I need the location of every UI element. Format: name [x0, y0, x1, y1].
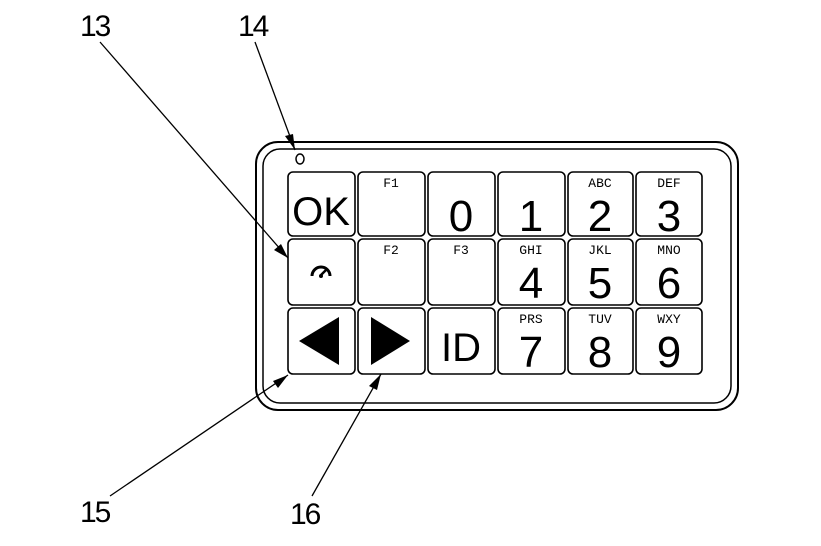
key-6-digit: 6	[657, 259, 681, 308]
arrow-left-icon	[299, 317, 339, 365]
f2-key-label: F2	[383, 243, 399, 258]
callout-13-label: 13	[80, 10, 111, 43]
callout-16-leader	[311, 373, 382, 497]
led-indicator	[295, 153, 305, 165]
left-arrow-key[interactable]	[287, 307, 356, 375]
id-key-label: ID	[441, 326, 481, 370]
keypad-housing-inner	[262, 148, 732, 404]
callout-14-label: 14	[238, 10, 269, 43]
key-9-digit: 9	[657, 328, 681, 377]
callout-16-arrowhead	[369, 374, 381, 390]
gauge-key[interactable]	[287, 238, 356, 306]
ok-key-label: OK	[292, 190, 350, 234]
key-9[interactable]: WXY 9	[635, 307, 703, 377]
right-arrow-key[interactable]	[357, 307, 426, 375]
key-5-letters: JKL	[588, 243, 611, 258]
callout-13-leader	[99, 41, 289, 259]
f1-key[interactable]: F1	[357, 171, 426, 237]
key-4-letters: GHI	[519, 243, 542, 258]
key-3-letters: DEF	[657, 176, 680, 191]
key-7[interactable]: PRS 7	[497, 307, 566, 377]
key-0[interactable]: 0	[427, 171, 496, 241]
id-key[interactable]: ID	[427, 307, 496, 375]
callout-15-leader	[109, 374, 289, 497]
gauge-icon	[310, 265, 332, 278]
ok-key[interactable]: OK	[287, 171, 356, 237]
callout-16-label: 16	[290, 498, 321, 531]
callout-15-arrowhead	[273, 375, 288, 388]
key-1[interactable]: 1	[497, 171, 566, 241]
key-9-letters: WXY	[657, 312, 681, 327]
key-1-digit: 1	[519, 192, 543, 241]
keypad-housing-outer	[255, 141, 739, 411]
f3-key[interactable]: F3	[427, 238, 496, 306]
key-8[interactable]: TUV 8	[567, 307, 634, 377]
key-0-digit: 0	[449, 192, 473, 241]
key-6[interactable]: MNO 6	[635, 238, 703, 308]
arrow-right-icon	[371, 317, 410, 365]
callout-14-leader	[254, 41, 296, 151]
key-4-digit: 4	[519, 259, 543, 308]
key-6-letters: MNO	[657, 243, 681, 258]
key-2-digit: 2	[588, 192, 612, 241]
key-7-letters: PRS	[519, 312, 543, 327]
key-8-digit: 8	[588, 328, 612, 377]
key-3[interactable]: DEF 3	[635, 171, 703, 241]
key-2-letters: ABC	[588, 176, 612, 191]
callout-14-arrowhead	[285, 134, 295, 150]
key-2[interactable]: ABC 2	[567, 171, 634, 241]
key-5-digit: 5	[588, 259, 612, 308]
callout-13-arrowhead	[274, 244, 288, 258]
callout-15-label: 15	[80, 496, 111, 529]
key-5[interactable]: JKL 5	[567, 238, 634, 308]
key-4[interactable]: GHI 4	[497, 238, 566, 308]
key-8-letters: TUV	[588, 312, 612, 327]
f3-key-label: F3	[453, 243, 469, 258]
f2-key[interactable]: F2	[357, 238, 426, 306]
key-7-digit: 7	[519, 328, 543, 377]
f1-key-label: F1	[383, 176, 399, 191]
key-3-digit: 3	[657, 192, 681, 241]
